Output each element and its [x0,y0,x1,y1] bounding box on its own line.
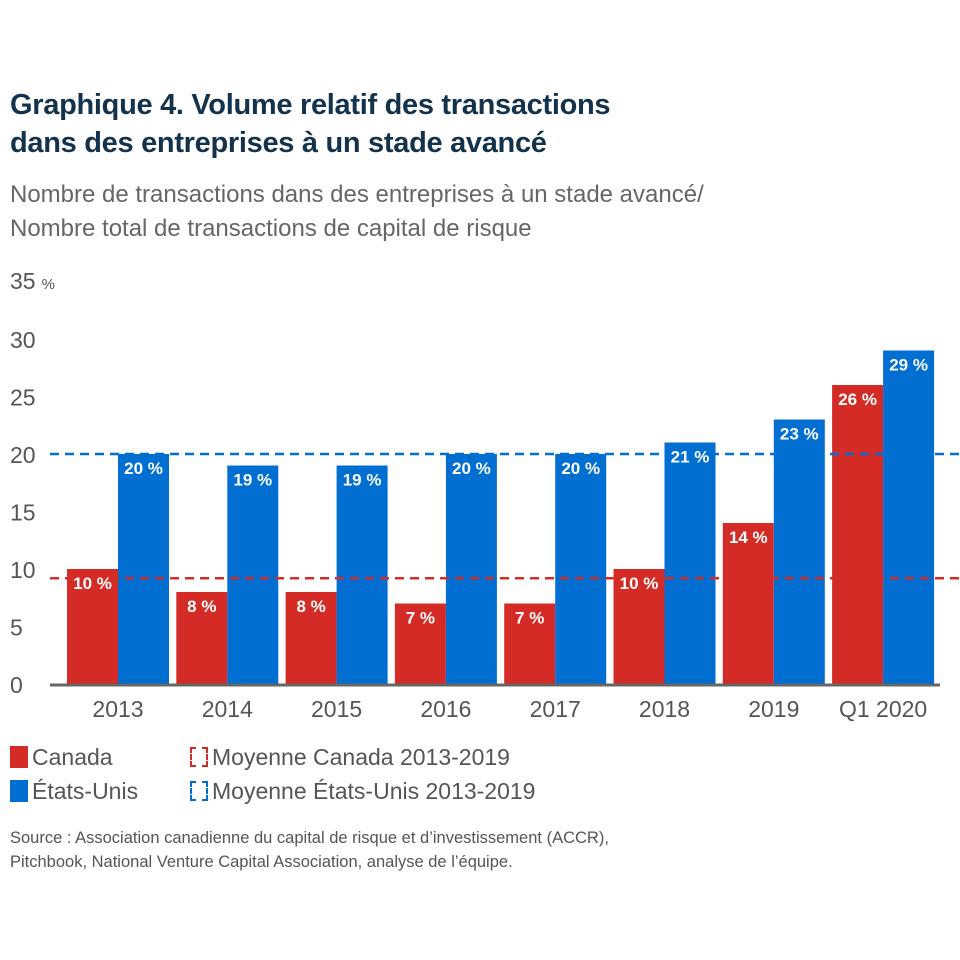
y-tick-5: 5 [10,615,23,641]
x-tick-2014: 2014 [202,696,253,722]
y-tick-25: 25 [10,385,36,411]
chart-subtitle-line-1: Nombre de transactions dans des entrepri… [10,181,704,208]
bar-canada-2013 [67,569,118,684]
legend-swatch-canada-avg [190,747,208,767]
bar-us-2014 [227,465,279,684]
bar-us-2017 [555,454,607,684]
source-line-1: Source : Association canadienne du capit… [10,829,609,847]
bar-canada-Q1-2020 [832,385,884,684]
bar-us-2016 [445,454,497,684]
legend-item-us-avg: Moyenne États-Unis 2013-2019 [190,778,535,805]
x-tick-2019: 2019 [748,696,799,722]
bar-label-canada-2017: 7 % [515,609,544,628]
y-axis-unit: % [41,276,55,293]
bar-us-2013 [118,454,169,684]
y-tick-35: 35 [10,268,36,294]
x-tick-2013: 2013 [92,696,143,722]
chart-title: Graphique 4. Volume relatif des transact… [10,86,611,162]
chart-subtitle-line-2: Nombre total de transactions de capital … [10,215,532,242]
legend-swatch-canada [10,746,28,768]
y-axis-ticks: 0 5 10 15 20 25 30 [10,327,36,698]
reference-lines [50,452,960,580]
chart-title-line-2: dans des entreprises à un stade avancé [10,127,547,159]
bar-label-canada-2019: 14 % [729,528,768,547]
bar-label-us-2014: 19 % [233,471,272,490]
bar-label-us-2016: 20 % [452,459,491,478]
legend: Canada Moyenne Canada 2013-2019 États-Un… [10,740,535,808]
legend-label-us-avg: Moyenne États-Unis 2013-2019 [212,777,536,804]
bar-canada-2017 [504,603,556,684]
y-tick-30: 30 [10,327,36,353]
x-tick-2017: 2017 [530,696,581,722]
bars [67,350,935,684]
bar-canada-2014 [176,592,228,684]
bar-label-us-Q1-2020: 29 % [889,356,928,375]
y-tick-0: 0 [10,672,23,698]
bar-canada-2018 [613,569,665,684]
bar-labels: 10 % 20 % 8 % 19 % 8 % 19 % 7 % 20 % 7 % 20 % 10 %… [73,356,928,628]
bar-label-canada-2013: 10 % [73,574,112,593]
chart-subtitle: Nombre de transactions dans des entrepri… [10,178,704,246]
bar-label-canada-2014: 8 % [187,597,216,616]
bar-label-us-2013: 20 % [124,459,163,478]
x-tick-2018: 2018 [639,696,690,722]
legend-item-canada: Canada [10,744,190,771]
legend-label-canada-avg: Moyenne Canada 2013-2019 [212,743,510,770]
source-line-2: Pitchbook, National Venture Capital Asso… [10,853,513,871]
y-tick-15: 15 [10,500,36,526]
bar-label-us-2017: 20 % [561,459,600,478]
x-tick-2015: 2015 [311,696,362,722]
legend-item-canada-avg: Moyenne Canada 2013-2019 [190,744,510,771]
bar-canada-2015 [285,592,337,684]
x-axis-ticks: 2013 2014 2015 2016 2017 2018 2019 Q1 2020 [92,696,927,722]
legend-item-us: États-Unis [10,778,190,805]
bar-us-Q1-2020 [883,350,935,684]
bar-canada-2019 [722,523,774,684]
bar-label-canada-Q1-2020: 26 % [838,390,877,409]
x-tick-2016: 2016 [420,696,471,722]
bar-canada-2016 [394,603,446,684]
bar-label-canada-2016: 7 % [406,609,435,628]
chart-title-line-1: Graphique 4. Volume relatif des transact… [10,89,611,121]
legend-label-us: États-Unis [32,777,139,804]
y-tick-10: 10 [10,557,36,583]
y-axis-top-label: 35% [10,268,55,295]
bar-label-us-2015: 19 % [343,471,382,490]
bar-label-canada-2015: 8 % [296,597,325,616]
legend-swatch-us-avg [190,781,208,801]
bar-label-us-2019: 23 % [780,425,819,444]
legend-label-canada: Canada [32,743,113,770]
legend-swatch-us [10,780,28,802]
x-tick-Q1-2020: Q1 2020 [839,696,927,722]
bar-label-canada-2018: 10 % [620,574,659,593]
bar-us-2015 [336,465,388,684]
bar-us-2019 [773,419,825,684]
bar-label-us-2018: 21 % [671,448,710,467]
bar-us-2018 [664,442,716,684]
source-note: Source : Association canadienne du capit… [10,826,609,874]
y-tick-20: 20 [10,442,36,468]
